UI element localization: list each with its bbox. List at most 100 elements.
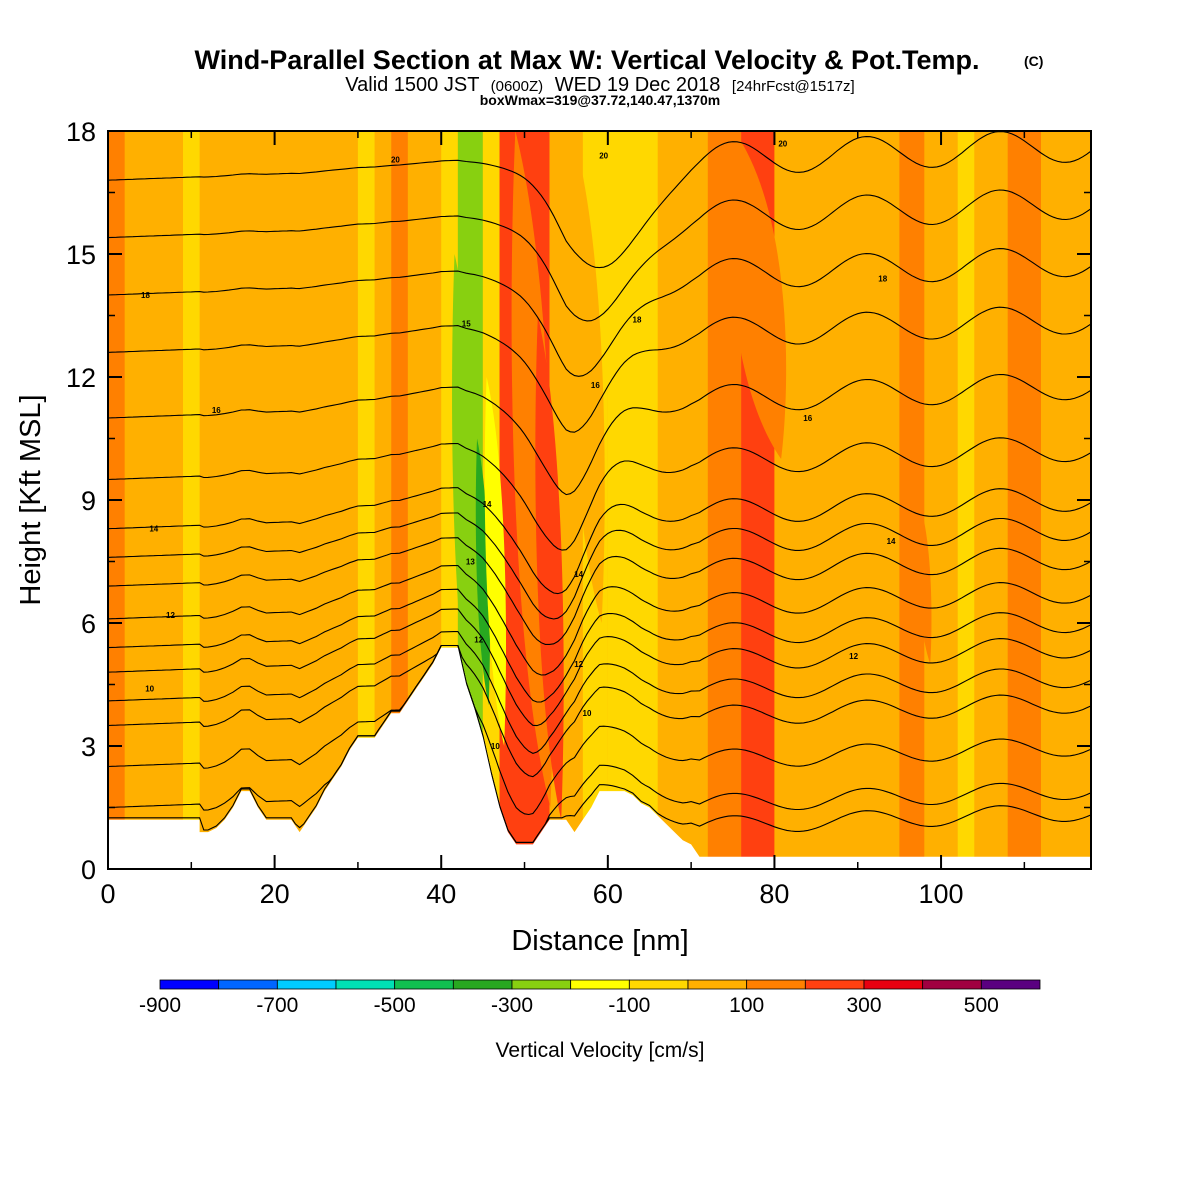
velocity-band [602, 131, 639, 541]
contour-label: 14 [574, 570, 583, 579]
velocity-band [917, 500, 932, 664]
contour-label: 12 [166, 611, 175, 620]
contour-label: 14 [149, 525, 158, 534]
pot-temp-contour [108, 644, 1091, 816]
velocity-stripe [974, 131, 1008, 869]
colorbar-swatch [746, 979, 806, 990]
colorbar-swatch [980, 979, 1041, 990]
velocity-stripe [807, 131, 858, 869]
terrain [108, 647, 1091, 869]
velocity-stripe [182, 131, 200, 869]
pot-temp-contours [108, 131, 1091, 843]
contour-label: 13 [466, 558, 475, 567]
contour-label: 12 [849, 652, 858, 661]
contour-label: 14 [483, 500, 492, 509]
velocity-stripe [357, 131, 375, 869]
pot-temp-contour [108, 608, 1091, 727]
pot-temp-contour [108, 644, 1091, 843]
contour-label: 16 [591, 381, 600, 390]
y-axis-label: Height [Kft MSL] [15, 394, 47, 605]
contour-label: 14 [887, 537, 896, 546]
velocity-stripe [316, 131, 333, 869]
y-tick-label: 9 [81, 486, 96, 516]
velocity-stripe [266, 131, 283, 869]
velocity-stripe [857, 131, 900, 869]
velocity-field [108, 131, 1091, 869]
colorbar-swatch [628, 979, 689, 990]
contour-label: 20 [391, 156, 400, 165]
colorbar-tick-label: 100 [729, 994, 764, 1017]
contour-label: 20 [599, 152, 608, 161]
velocity-band [484, 377, 507, 746]
pot-temp-contour [108, 487, 1091, 595]
colorbar-tick-label: -300 [491, 994, 533, 1017]
chart-title-mark: (C) [1024, 53, 1043, 69]
chart-title: Wind-Parallel Section at Max W: Vertical… [195, 45, 980, 75]
colorbar-swatch [570, 979, 630, 990]
colorbar-swatch [276, 979, 337, 990]
axes: 0 20 40 60 80 100 0 3 6 9 12 15 18 [66, 117, 1091, 909]
colorbar: -900 -700 -500 -300 -100 100 300 500 [139, 979, 1041, 1017]
y-tick-label: 15 [66, 240, 96, 270]
x-tick-label: 0 [100, 879, 115, 909]
contour-label: 18 [878, 275, 887, 284]
y-tick-label: 6 [81, 609, 96, 639]
colorbar-swatch [159, 979, 220, 990]
velocity-stripe [157, 131, 183, 869]
subtitle-forecast: [24hrFcst@1517z] [732, 78, 855, 95]
contour-label: 16 [803, 414, 812, 423]
velocity-stripe [957, 131, 975, 869]
velocity-stripe [657, 131, 708, 869]
pot-temp-contour [108, 644, 1091, 843]
velocity-band [535, 315, 564, 820]
x-tick-label: 60 [593, 879, 623, 909]
colorbar-swatch [804, 979, 865, 990]
contour-label: 18 [633, 316, 642, 325]
subtitle-valid: Valid 1500 JST [345, 74, 479, 96]
colorbar-tick-label: 300 [846, 994, 881, 1017]
y-tick-label: 18 [66, 117, 96, 147]
y-tick-label: 3 [81, 732, 96, 762]
pot-temp-contour [108, 631, 1091, 754]
colorbar-swatch [922, 979, 982, 990]
pot-temp-contour [108, 189, 1091, 322]
pot-temp-contour [108, 131, 1091, 269]
colorbar-swatch [394, 979, 454, 990]
chart-subtitle-box: boxWmax=319@37.72,140.47,1370m [480, 92, 721, 108]
contour-label: 10 [491, 742, 500, 751]
colorbar-swatch [511, 979, 572, 990]
velocity-stripe [1007, 131, 1042, 869]
contour-label: 15 [462, 320, 471, 329]
contour-label: 18 [141, 291, 150, 300]
x-tick-label: 100 [919, 879, 964, 909]
colorbar-title: Vertical Velocity [cm/s] [496, 1039, 705, 1062]
contour-label: 12 [474, 635, 483, 644]
pot-temp-contour [108, 248, 1091, 377]
plot-area: 10 12 14 16 18 20 10 12 13 14 15 10 12 14 16 18 20 16 14 12… [108, 131, 1091, 869]
colorbar-tick-label: 500 [964, 994, 999, 1017]
pot-temp-contour [108, 512, 1091, 620]
pot-temp-contour [108, 644, 1091, 778]
colorbar-swatch [218, 979, 278, 990]
colorbar-tick-label: -500 [374, 994, 416, 1017]
velocity-stripe [774, 131, 808, 869]
chart-titles: Wind-Parallel Section at Max W: Vertical… [195, 45, 1044, 108]
contour-labels: 10 12 14 16 18 20 10 12 13 14 15 10 12 14 16 18 20 16 14 12… [141, 139, 896, 751]
pot-temp-contour [108, 437, 1091, 551]
contour-label: 12 [574, 660, 583, 669]
colorbar-swatch [687, 979, 748, 990]
colorbar-tick-label: -900 [139, 994, 181, 1017]
velocity-band [729, 131, 787, 459]
colorbar-swatch [335, 979, 396, 990]
terrain-profile [108, 647, 1091, 869]
x-tick-label: 80 [759, 879, 789, 909]
subtitle-utc: (0600Z) [491, 78, 544, 95]
pot-temp-contour [108, 373, 1091, 496]
velocity-band [569, 131, 605, 623]
pot-temp-contour [108, 564, 1091, 676]
colorbar-swatch [863, 979, 924, 990]
colorbar-swatch [452, 979, 513, 990]
contour-label: 16 [212, 406, 221, 415]
pot-temp-contour [108, 306, 1091, 433]
